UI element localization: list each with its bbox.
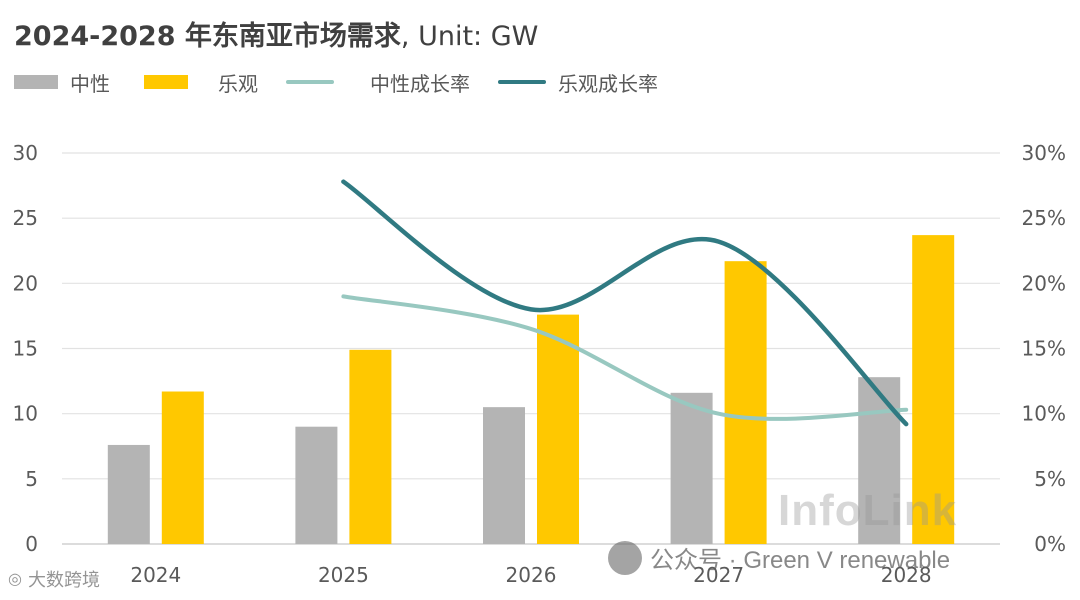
y-left-tick-label: 30 [13,141,38,165]
chart-title-main: 2024-2028 年东南亚市场需求 [14,21,401,52]
y-right-tick-label: 20% [1022,271,1066,295]
line-neutral-growth [341,294,909,421]
legend-label-optimistic-growth: 乐观成长率 [558,71,658,96]
y-left-tick-label: 25 [13,206,38,230]
line-optimistic-growth [341,179,909,427]
y-right-tick-label: 25% [1022,206,1066,230]
bar-neutral [858,377,901,544]
x-tick-label: 2028 [881,563,932,587]
bar-optimistic [912,235,955,545]
bar-optimistic [537,314,579,544]
legend-label-optimistic: 乐观 [218,71,258,96]
y-right-tick-label: 0% [1034,532,1066,556]
y-left-tick-label: 15 [13,337,38,361]
y-right-tick-label: 5% [1034,467,1066,491]
corner-watermark-icon: ◎ [8,571,22,588]
bar-neutral [483,407,525,544]
y-left-tick-label: 5 [25,467,38,491]
x-tick-label: 2027 [693,563,744,587]
legend-item-optimistic: 乐观 [144,68,258,97]
bar-neutral [107,444,150,544]
y-left-tick-label: 0 [25,532,38,556]
y-left-tick-label: 20 [13,271,38,295]
bar-optimistic [349,349,392,544]
legend-swatch-neutral [14,75,58,89]
bar-neutral [670,392,713,544]
corner-watermark-text: 大数跨境 [27,570,100,590]
wechat-watermark-text: 公众号 · Green V renewable [650,547,951,574]
y-right-tick-label: 15% [1022,337,1066,361]
legend-label-neutral-growth: 中性成长率 [370,71,470,96]
chart-title: 2024-2028 年东南亚市场需求, Unit: GW [14,14,538,53]
infolink-watermark: InfoLink [778,486,958,535]
chart-legend: 中性 乐观 中性成长率 乐观成长率 [14,68,692,96]
x-tick-label: 2024 [130,563,181,587]
y-right-tick-label: 10% [1022,402,1066,426]
y-right-tick-label: 30% [1022,141,1066,165]
wechat-icon [608,540,642,575]
legend-item-optimistic-growth: 乐观成长率 [498,68,658,97]
corner-watermark: ◎ 大数跨境 [8,566,100,592]
legend-label-neutral: 中性 [70,71,110,96]
legend-item-neutral-growth: 中性成长率 [286,68,470,97]
x-tick-label: 2026 [506,563,557,587]
y-left-tick-label: 10 [13,402,38,426]
chart-title-unit: , Unit: GW [400,21,539,52]
bar-optimistic [161,391,204,544]
bar-optimistic [724,261,767,544]
legend-swatch-neutral-growth [286,80,334,84]
wechat-watermark: 公众号 · Green V renewable [608,540,950,575]
legend-swatch-optimistic-growth [498,80,546,84]
legend-item-neutral: 中性 [14,68,110,97]
legend-swatch-optimistic [144,75,188,89]
bar-neutral [295,426,338,544]
x-tick-label: 2025 [318,563,369,587]
